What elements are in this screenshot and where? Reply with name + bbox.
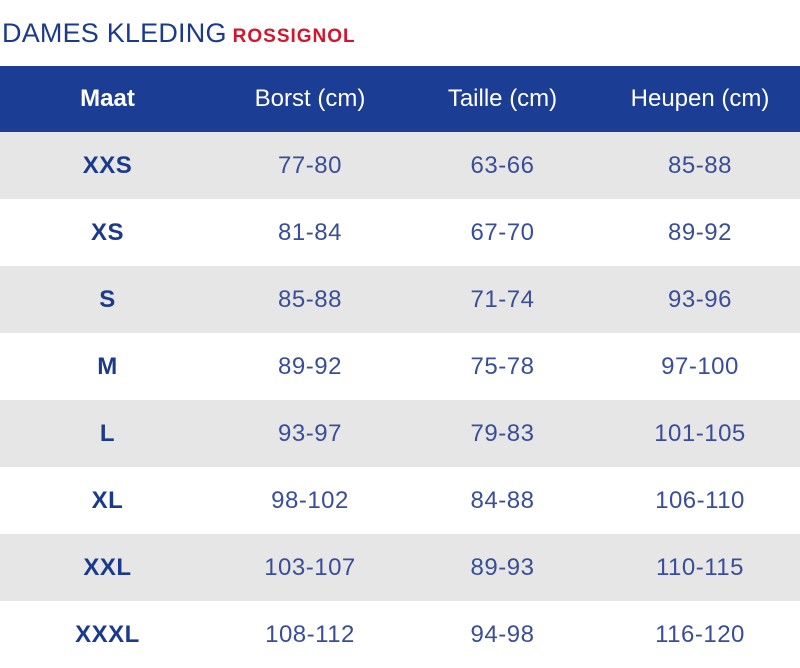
chest-cell: 85-88 <box>215 266 405 333</box>
hips-cell: 89-92 <box>600 199 800 266</box>
chest-cell: 108-112 <box>215 601 405 668</box>
hips-cell: 85-88 <box>600 132 800 199</box>
chest-cell: 98-102 <box>215 467 405 534</box>
size-cell: XS <box>0 199 215 266</box>
waist-cell: 79-83 <box>405 400 600 467</box>
size-cell: XXL <box>0 534 215 601</box>
table-row: XXXL 108-112 94-98 116-120 <box>0 601 800 668</box>
table-row: S 85-88 71-74 93-96 <box>0 266 800 333</box>
table-header-row: Maat Borst (cm) Taille (cm) Heupen (cm) <box>0 66 800 132</box>
brand-name: ROSSIGNOL <box>232 26 356 47</box>
hips-cell: 106-110 <box>600 467 800 534</box>
table-row: XXL 103-107 89-93 110-115 <box>0 534 800 601</box>
waist-cell: 63-66 <box>405 132 600 199</box>
waist-cell: 75-78 <box>405 333 600 400</box>
hips-cell: 93-96 <box>600 266 800 333</box>
size-cell: S <box>0 266 215 333</box>
chest-cell: 89-92 <box>215 333 405 400</box>
page-title: DAMES KLEDING ROSSIGNOL <box>2 18 356 49</box>
chest-cell: 93-97 <box>215 400 405 467</box>
waist-cell: 67-70 <box>405 199 600 266</box>
column-header-chest: Borst (cm) <box>215 66 405 132</box>
size-cell: M <box>0 333 215 400</box>
table-row: XL 98-102 84-88 106-110 <box>0 467 800 534</box>
size-cell: XXS <box>0 132 215 199</box>
waist-cell: 94-98 <box>405 601 600 668</box>
table-row: XS 81-84 67-70 89-92 <box>0 199 800 266</box>
table-row: M 89-92 75-78 97-100 <box>0 333 800 400</box>
column-header-hips: Heupen (cm) <box>600 66 800 132</box>
waist-cell: 71-74 <box>405 266 600 333</box>
column-header-size: Maat <box>0 66 215 132</box>
waist-cell: 84-88 <box>405 467 600 534</box>
size-cell: XL <box>0 467 215 534</box>
title-bar: DAMES KLEDING ROSSIGNOL <box>0 0 800 66</box>
size-chart-table: Maat Borst (cm) Taille (cm) Heupen (cm) … <box>0 66 800 668</box>
table-row: L 93-97 79-83 101-105 <box>0 400 800 467</box>
table-row: XXS 77-80 63-66 85-88 <box>0 132 800 199</box>
page-title-text: DAMES KLEDING <box>2 18 227 48</box>
hips-cell: 101-105 <box>600 400 800 467</box>
size-cell: L <box>0 400 215 467</box>
size-cell: XXXL <box>0 601 215 668</box>
hips-cell: 110-115 <box>600 534 800 601</box>
chest-cell: 77-80 <box>215 132 405 199</box>
waist-cell: 89-93 <box>405 534 600 601</box>
chest-cell: 81-84 <box>215 199 405 266</box>
chest-cell: 103-107 <box>215 534 405 601</box>
hips-cell: 116-120 <box>600 601 800 668</box>
column-header-waist: Taille (cm) <box>405 66 600 132</box>
hips-cell: 97-100 <box>600 333 800 400</box>
